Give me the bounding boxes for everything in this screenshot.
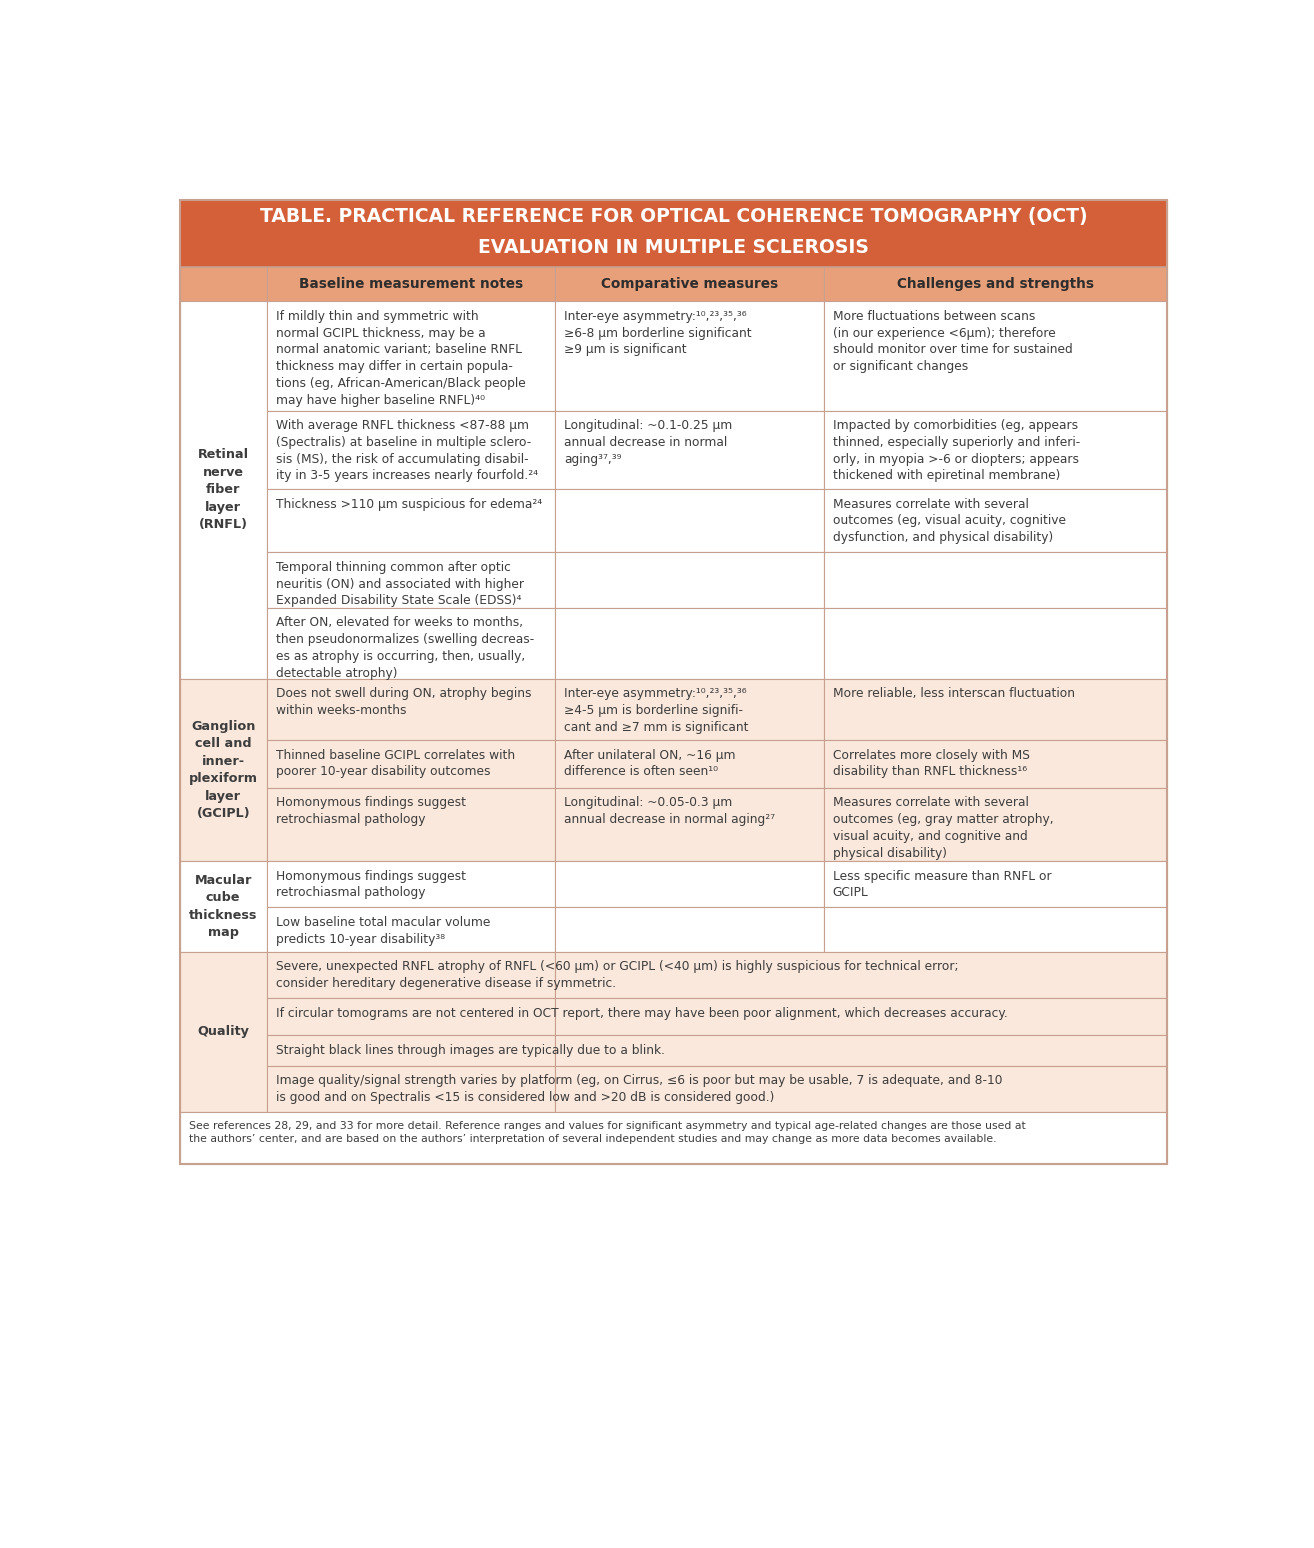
Bar: [824, 489, 1167, 553]
Text: Homonymous findings suggest
retrochiasmal pathology: Homonymous findings suggest retrochiasma…: [276, 870, 466, 899]
Bar: [555, 410, 824, 489]
Bar: [555, 489, 824, 553]
Bar: [824, 302, 1167, 410]
Bar: [267, 678, 555, 740]
Bar: [824, 410, 1167, 489]
Text: Straight black lines through images are typically due to a blink.: Straight black lines through images are …: [276, 1043, 665, 1057]
Bar: [267, 740, 555, 788]
Bar: [555, 608, 824, 678]
Text: Low baseline total macular volume
predicts 10-year disability³⁸: Low baseline total macular volume predic…: [276, 916, 490, 946]
Text: More fluctuations between scans
(in our experience <6μm); therefore
should monit: More fluctuations between scans (in our …: [833, 310, 1072, 373]
Bar: [824, 608, 1167, 678]
Text: Retinal
nerve
fiber
layer
(RNFL): Retinal nerve fiber layer (RNFL): [197, 449, 248, 531]
Text: Homonymous findings suggest
retrochiasmal pathology: Homonymous findings suggest retrochiasma…: [276, 796, 466, 827]
Text: Thickness >110 μm suspicious for edema²⁴: Thickness >110 μm suspicious for edema²⁴: [276, 497, 543, 511]
Text: If circular tomograms are not centered in OCT report, there may have been poor a: If circular tomograms are not centered i…: [276, 1006, 1008, 1020]
Bar: [555, 302, 824, 410]
Bar: [267, 410, 555, 489]
Bar: [824, 861, 1167, 907]
Bar: [555, 861, 824, 907]
Text: Measures correlate with several
outcomes (eg, gray matter atrophy,
visual acuity: Measures correlate with several outcomes…: [833, 796, 1054, 859]
Bar: [555, 553, 824, 608]
Bar: [267, 1067, 555, 1111]
Text: After ON, elevated for weeks to months,
then pseudonormalizes (swelling decreas-: After ON, elevated for weeks to months, …: [276, 616, 535, 680]
Bar: [555, 907, 824, 952]
Bar: [180, 200, 1167, 268]
Bar: [267, 1036, 555, 1067]
Text: Baseline measurement notes: Baseline measurement notes: [298, 277, 523, 291]
Bar: [180, 302, 267, 678]
Bar: [180, 200, 1167, 268]
Bar: [824, 553, 1167, 608]
Bar: [555, 952, 1167, 998]
Bar: [180, 952, 267, 1111]
Bar: [555, 268, 824, 302]
Bar: [555, 998, 1167, 1036]
Bar: [555, 1067, 1167, 1111]
Bar: [180, 861, 267, 952]
Bar: [180, 268, 267, 302]
Text: If mildly thin and symmetric with
normal GCIPL thickness, may be a
normal anatom: If mildly thin and symmetric with normal…: [276, 310, 526, 407]
Bar: [267, 788, 555, 861]
Text: Impacted by comorbidities (eg, appears
thinned, especially superiorly and inferi: Impacted by comorbidities (eg, appears t…: [833, 420, 1080, 483]
Text: Measures correlate with several
outcomes (eg, visual acuity, cognitive
dysfuncti: Measures correlate with several outcomes…: [833, 497, 1066, 545]
Text: Inter-eye asymmetry:¹⁰,²³,³⁵,³⁶
≥4-5 μm is borderline signifi-
cant and ≥7 mm is: Inter-eye asymmetry:¹⁰,²³,³⁵,³⁶ ≥4-5 μm …: [564, 687, 749, 734]
Text: With average RNFL thickness <87-88 μm
(Spectralis) at baseline in multiple scler: With average RNFL thickness <87-88 μm (S…: [276, 420, 537, 483]
Bar: [267, 302, 555, 410]
Text: Inter-eye asymmetry:¹⁰,²³,³⁵,³⁶
≥6-8 μm borderline significant
≥9 μm is signific: Inter-eye asymmetry:¹⁰,²³,³⁵,³⁶ ≥6-8 μm …: [564, 310, 752, 356]
Bar: [555, 678, 824, 740]
Bar: [555, 1036, 1167, 1067]
Bar: [267, 907, 555, 952]
Text: See references 28, 29, and 33 for more detail. Reference ranges and values for s: See references 28, 29, and 33 for more d…: [189, 1121, 1026, 1144]
Bar: [267, 268, 555, 302]
Text: EVALUATION IN MULTIPLE SCLEROSIS: EVALUATION IN MULTIPLE SCLEROSIS: [478, 238, 869, 257]
Text: Comparative measures: Comparative measures: [600, 277, 778, 291]
Text: Longitudinal: ~0.05-0.3 μm
annual decrease in normal aging²⁷: Longitudinal: ~0.05-0.3 μm annual decrea…: [564, 796, 775, 827]
Bar: [824, 268, 1167, 302]
Bar: [180, 1111, 1167, 1164]
Text: Correlates more closely with MS
disability than RNFL thickness¹⁶: Correlates more closely with MS disabili…: [833, 749, 1030, 779]
Bar: [824, 788, 1167, 861]
Text: Less specific measure than RNFL or
GCIPL: Less specific measure than RNFL or GCIPL: [833, 870, 1051, 899]
Bar: [267, 553, 555, 608]
Bar: [267, 952, 555, 998]
Bar: [180, 678, 267, 861]
Text: Severe, unexpected RNFL atrophy of RNFL (<60 μm) or GCIPL (<40 μm) is highly sus: Severe, unexpected RNFL atrophy of RNFL …: [276, 960, 958, 991]
Bar: [180, 200, 1167, 1164]
Text: Temporal thinning common after optic
neuritis (ON) and associated with higher
Ex: Temporal thinning common after optic neu…: [276, 560, 524, 607]
Text: Longitudinal: ~0.1-0.25 μm
annual decrease in normal
aging³⁷,³⁹: Longitudinal: ~0.1-0.25 μm annual decrea…: [564, 420, 732, 466]
Text: More reliable, less interscan fluctuation: More reliable, less interscan fluctuatio…: [833, 687, 1075, 700]
Bar: [555, 740, 824, 788]
Text: Image quality/signal strength varies by platform (eg, on Cirrus, ≤6 is poor but : Image quality/signal strength varies by …: [276, 1074, 1003, 1104]
Text: TABLE. PRACTICAL REFERENCE FOR OPTICAL COHERENCE TOMOGRAPHY (OCT): TABLE. PRACTICAL REFERENCE FOR OPTICAL C…: [260, 207, 1087, 226]
Text: Quality: Quality: [197, 1025, 250, 1039]
Text: Thinned baseline GCIPL correlates with
poorer 10-year disability outcomes: Thinned baseline GCIPL correlates with p…: [276, 749, 515, 779]
Text: Does not swell during ON, atrophy begins
within weeks-months: Does not swell during ON, atrophy begins…: [276, 687, 531, 717]
Text: Challenges and strengths: Challenges and strengths: [896, 277, 1093, 291]
Bar: [267, 608, 555, 678]
Text: Macular
cube
thickness
map: Macular cube thickness map: [189, 873, 258, 940]
Text: Ganglion
cell and
inner-
plexiform
layer
(GCIPL): Ganglion cell and inner- plexiform layer…: [189, 720, 258, 820]
Bar: [267, 861, 555, 907]
Bar: [267, 998, 555, 1036]
Bar: [824, 907, 1167, 952]
Bar: [824, 740, 1167, 788]
Bar: [555, 788, 824, 861]
Bar: [267, 489, 555, 553]
Bar: [824, 678, 1167, 740]
Text: After unilateral ON, ~16 μm
difference is often seen¹⁰: After unilateral ON, ~16 μm difference i…: [564, 749, 736, 779]
